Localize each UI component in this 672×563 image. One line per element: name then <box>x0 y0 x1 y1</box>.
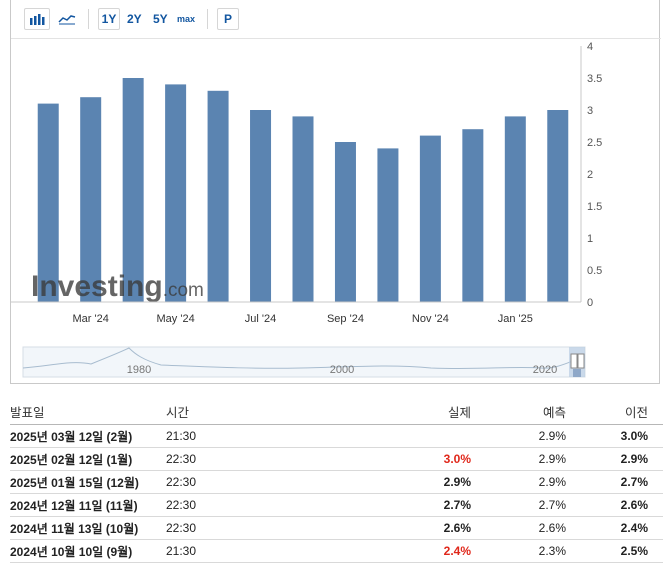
toolbar-divider <box>207 9 208 29</box>
row-actual: 2.4% <box>443 544 471 558</box>
y-tick-label: 4 <box>587 41 593 53</box>
x-tick-label: Jan '25 <box>498 313 533 325</box>
row-date: 2025년 02월 12일 (1월) <box>10 452 133 467</box>
header-time: 시간 <box>166 405 190 420</box>
table-row: 2024년 12월 11일 (11월) 22:30 2.7% 2.7% 2.6% <box>10 494 663 517</box>
row-previous: 2.9% <box>620 452 648 466</box>
y-tick-label: 2.5 <box>587 137 602 149</box>
row-actual: 2.6% <box>443 521 471 535</box>
navigator-year-label: 2020 <box>533 364 557 376</box>
table-row: 2025년 02월 12일 (1월) 22:30 3.0% 2.9% 2.9% <box>10 448 663 471</box>
y-tick-label: 2 <box>587 169 593 181</box>
bar-jun-24[interactable] <box>207 90 229 302</box>
area-chart-icon[interactable] <box>58 8 80 30</box>
y-tick-label: 1 <box>587 233 593 245</box>
watermark: Investing.com <box>31 270 204 303</box>
row-date: 2025년 01월 15일 (12월) <box>10 475 139 490</box>
table-row: 2025년 03월 12일 (2월) 21:30 2.9% 3.0% <box>10 425 663 448</box>
toolbar-divider <box>88 9 89 29</box>
row-previous: 2.7% <box>620 475 648 489</box>
bar-jul-24[interactable] <box>250 110 272 302</box>
row-forecast: 2.3% <box>538 544 566 558</box>
history-table: 발표일 시간 실제 예측 이전 2025년 03월 12일 (2월) 21:30 2… <box>10 398 663 563</box>
row-time: 22:30 <box>166 475 197 489</box>
row-previous: 3.0% <box>620 429 648 443</box>
row-time: 21:30 <box>166 544 197 558</box>
row-time: 22:30 <box>166 521 197 535</box>
watermark-text: Investing.com <box>31 270 204 303</box>
header-date: 발표일 <box>10 405 45 420</box>
x-tick-label: Nov '24 <box>412 313 449 325</box>
row-actual: 2.7% <box>443 498 471 512</box>
x-tick-label: May '24 <box>157 313 195 325</box>
bar-apr-24[interactable] <box>122 78 144 302</box>
x-tick-label: Sep '24 <box>327 313 364 325</box>
navigator-year-label: 2000 <box>330 364 354 376</box>
header-actual: 실제 <box>447 405 471 420</box>
y-tick-label: 1.5 <box>587 201 602 213</box>
row-time: 21:30 <box>166 429 197 443</box>
row-time: 22:30 <box>166 452 197 466</box>
bar-mar-24[interactable] <box>80 97 102 302</box>
bar-aug-24[interactable] <box>292 116 314 303</box>
table-row: 2025년 01월 15일 (12월) 22:30 2.9% 2.9% 2.7% <box>10 471 663 494</box>
range-5y-button[interactable]: 5Y <box>153 12 168 26</box>
range-2y-button[interactable]: 2Y <box>127 12 142 26</box>
range-max-button[interactable]: max <box>177 14 196 24</box>
row-time: 22:30 <box>166 498 197 512</box>
row-forecast: 2.9% <box>538 429 566 443</box>
row-forecast: 2.7% <box>538 498 566 512</box>
row-date: 2025년 03월 12일 (2월) <box>10 429 133 444</box>
watermark-brand: Investing <box>31 270 163 303</box>
bar-feb-25[interactable] <box>547 110 569 302</box>
header-forecast: 예측 <box>542 405 566 420</box>
row-date: 2024년 11월 13일 (10월) <box>10 521 139 536</box>
table-row: 2024년 11월 13일 (10월) 22:30 2.6% 2.6% 2.4% <box>10 517 663 540</box>
bar-chart-icon[interactable] <box>24 8 50 30</box>
table-header: 발표일 시간 실제 예측 이전 <box>10 398 663 425</box>
row-previous: 2.6% <box>620 498 648 512</box>
y-tick-label: 3.5 <box>587 73 602 85</box>
header-previous: 이전 <box>624 405 648 420</box>
navigator-year-label: 1980 <box>127 364 151 376</box>
chart-panel: 1Y 2Y 5Y max P Investing.com 0 0.5 1 1.5 2 2.… <box>10 0 661 384</box>
bar-dec-24[interactable] <box>462 129 484 302</box>
row-date: 2024년 10월 10일 (9월) <box>10 544 133 559</box>
navigator-handle-left[interactable] <box>570 353 578 369</box>
bar-may-24[interactable] <box>165 84 187 303</box>
row-forecast: 2.9% <box>538 475 566 489</box>
row-actual: 2.9% <box>443 475 471 489</box>
y-tick-label: 3 <box>587 105 593 117</box>
navigator-handle-right[interactable] <box>577 353 585 369</box>
row-previous: 2.4% <box>620 521 648 535</box>
navigator-scroll-button[interactable] <box>573 369 581 377</box>
navigator[interactable] <box>22 346 586 378</box>
row-actual: 3.0% <box>443 452 471 466</box>
y-tick-label: 0.5 <box>587 265 602 277</box>
bar-oct-24[interactable] <box>377 148 399 302</box>
row-forecast: 2.6% <box>538 521 566 535</box>
range-1y-button[interactable]: 1Y <box>98 8 120 30</box>
bar-nov-24[interactable] <box>419 135 441 302</box>
row-date: 2024년 12월 11일 (11월) <box>10 498 138 513</box>
navigator-series <box>22 347 577 370</box>
watermark-suffix: .com <box>163 280 204 301</box>
bar-jan-25[interactable] <box>504 116 526 303</box>
y-tick-label: 0 <box>587 297 593 309</box>
p-button[interactable]: P <box>217 8 239 30</box>
row-previous: 2.5% <box>620 544 648 558</box>
bar-feb-24[interactable] <box>37 103 59 302</box>
chart-toolbar: 1Y 2Y 5Y max P <box>11 0 661 39</box>
bar-chart: Investing.com 0 0.5 1 1.5 2 2.5 3 3.5 4 Mar '24 M… <box>11 41 602 378</box>
x-tick-label: Mar '24 <box>73 313 109 325</box>
row-forecast: 2.9% <box>538 452 566 466</box>
table-row: 2024년 10월 10일 (9월) 21:30 2.4% 2.3% 2.5% <box>10 540 663 563</box>
bar-sep-24[interactable] <box>334 142 356 302</box>
x-tick-label: Jul '24 <box>245 313 276 325</box>
